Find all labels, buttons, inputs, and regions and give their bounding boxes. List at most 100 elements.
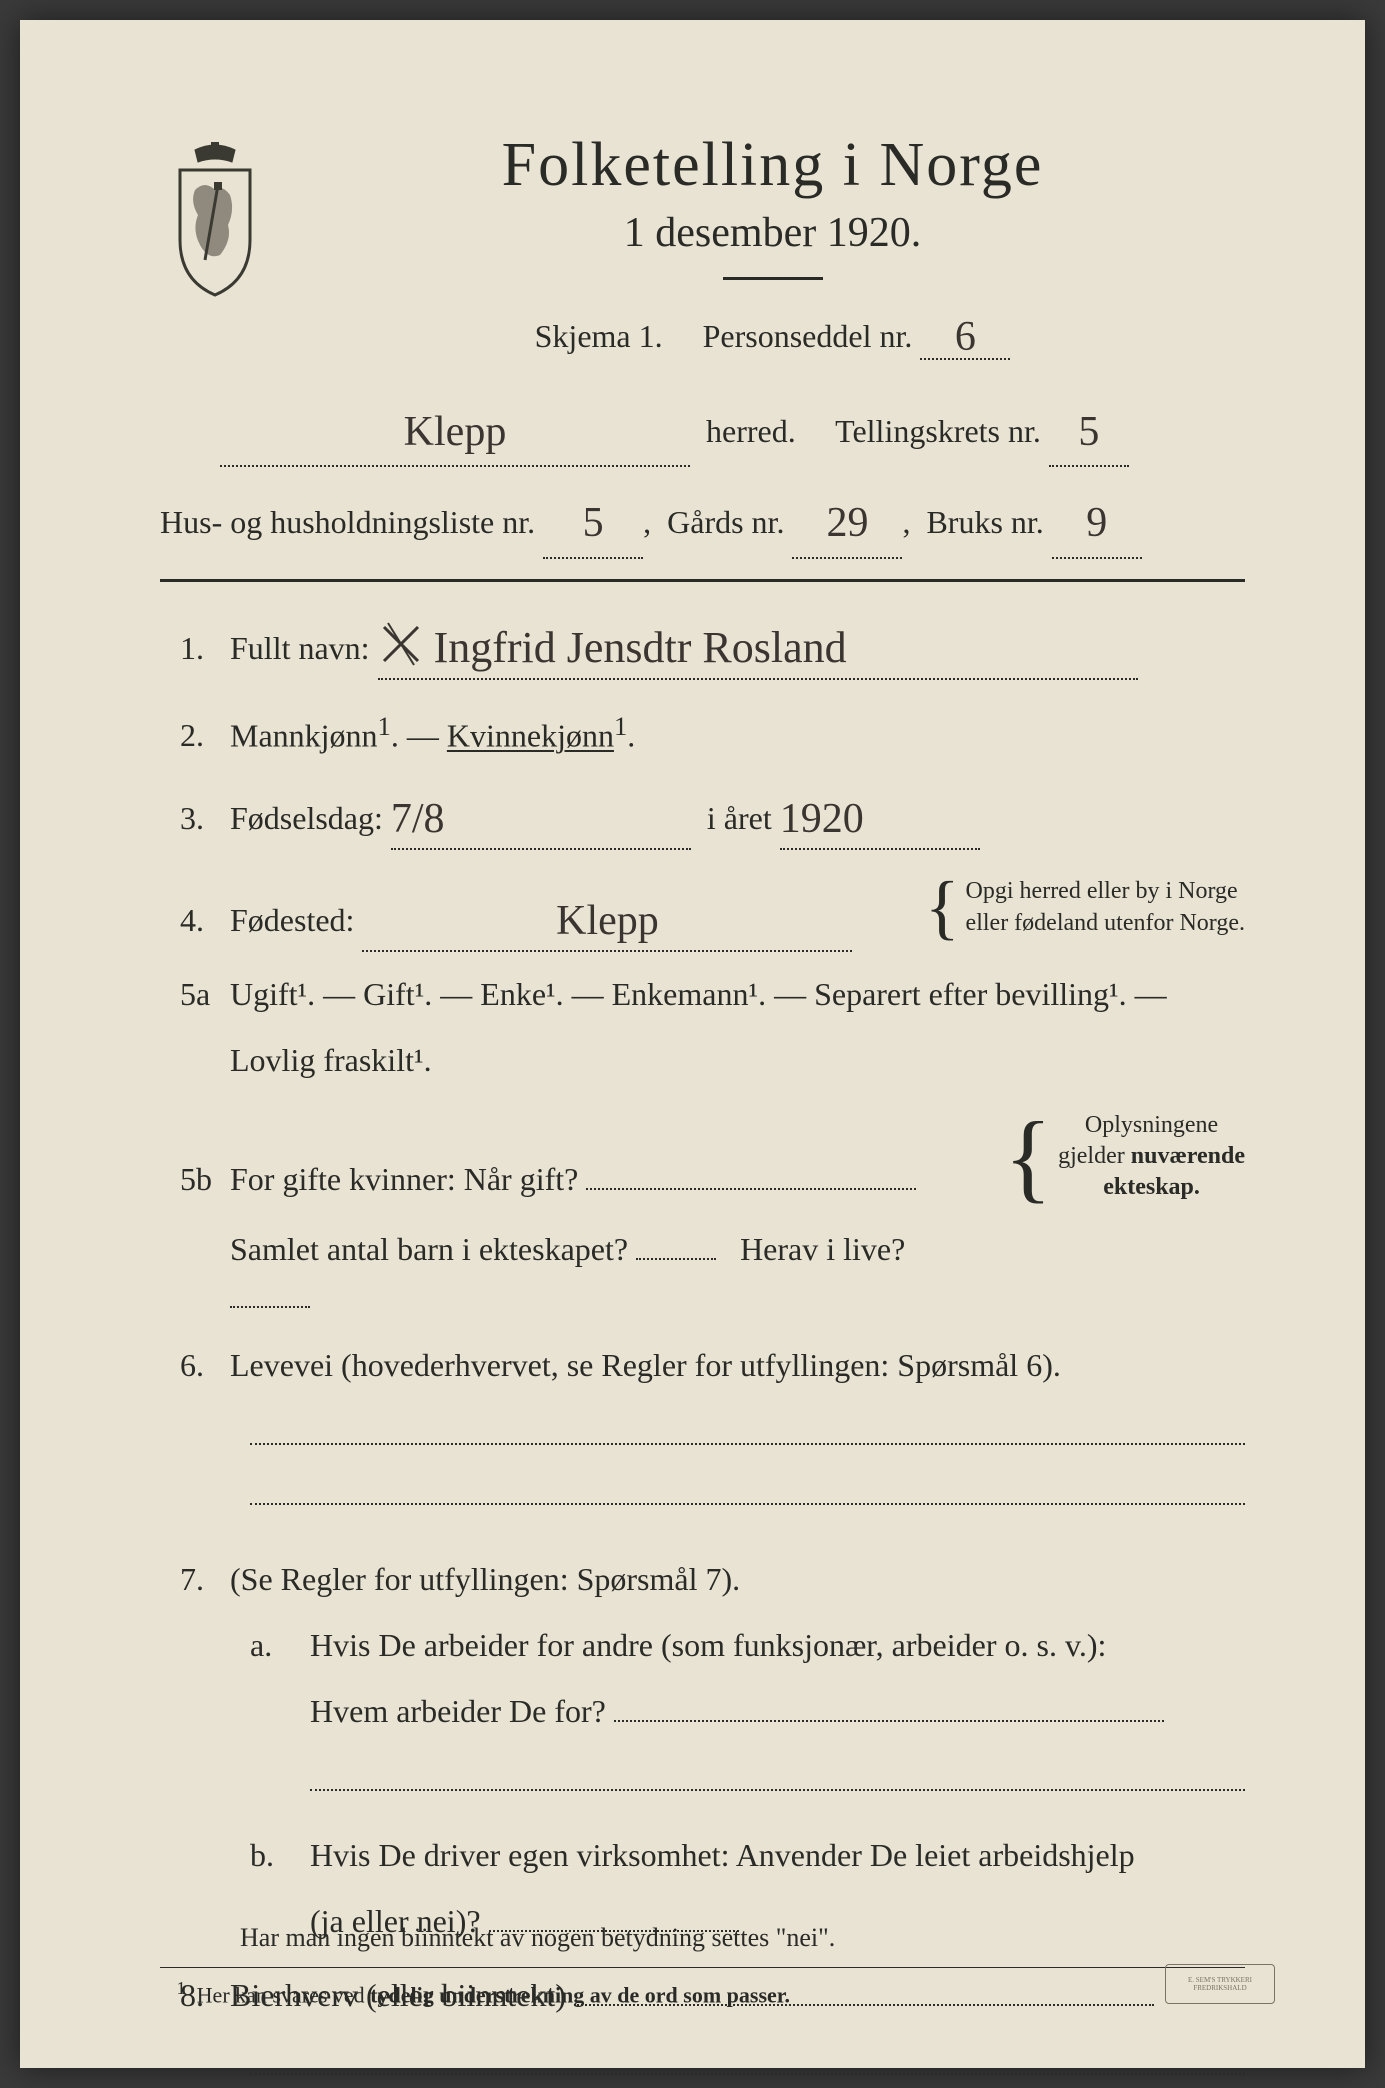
husliste-label: Hus- og husholdningsliste nr. (160, 504, 535, 540)
gards-label: Gårds nr. (667, 504, 784, 540)
q7-intro: (Se Regler for utfyllingen: Spørsmål 7). (230, 1555, 1245, 1603)
skjema-line: Skjema 1. Personseddel nr. 6 (300, 310, 1245, 360)
footnote-area: Har man ingen biinntekt av nogen betydni… (160, 1923, 1245, 2008)
bruks-nr: 9 (1086, 488, 1107, 559)
skjema-label: Skjema 1. (535, 318, 663, 354)
gards-nr: 29 (826, 488, 868, 559)
q4-field: Klepp (362, 887, 852, 952)
q3-row: 3. Fødselsdag: 7/8 i året 1920 (160, 785, 1245, 850)
coat-of-arms (160, 140, 270, 300)
subtitle: 1 desember 1920. (300, 209, 1245, 257)
q7b-row1: b. Hvis De driver egen virksomhet: Anven… (160, 1831, 1245, 1879)
form-body: 1. Fullt navn: Ingfrid Jensdtr Rosland 2 (160, 612, 1245, 2075)
q5a-options2: Lovlig fraskilt¹. (230, 1036, 1245, 1084)
bruks-label: Bruks nr. (926, 504, 1043, 540)
q7-row: 7. (Se Regler for utfyllingen: Spørsmål … (160, 1555, 1245, 1603)
q3-day-field: 7/8 (391, 785, 691, 850)
herred-value: Klepp (404, 397, 507, 468)
printer-stamp: E. SEM'S TRYKKERI FREDRIKSHALD (1165, 1964, 1275, 2004)
q6-blank1 (250, 1415, 1245, 1445)
bruks-field: 9 (1052, 485, 1142, 558)
q2-sup1: 1 (378, 711, 391, 741)
q3-year-field: 1920 (780, 785, 980, 850)
tellingskrets-nr: 5 (1078, 397, 1099, 468)
husliste-line: Hus- og husholdningsliste nr. 5 , Gårds … (160, 485, 1245, 558)
q7a-text2: Hvem arbeider De for? (310, 1693, 606, 1729)
q4-content: Fødested: Klepp { Opgi herred eller by i… (230, 876, 1245, 952)
q7a-letter: a. (250, 1621, 310, 1669)
q6-num: 6. (160, 1341, 230, 1389)
census-form-page: Folketelling i Norge 1 desember 1920. Sk… (20, 20, 1365, 2068)
footnote1: Har man ingen biinntekt av nogen betydni… (160, 1923, 1245, 1953)
q3-num: 3. (160, 794, 230, 842)
q7b-letter: b. (250, 1831, 310, 1879)
q2-content: Mannkjønn1. — Kvinnekjønn1. (230, 706, 1245, 760)
q3-label: Fødselsdag: (230, 800, 383, 836)
q4-value: Klepp (556, 890, 659, 953)
q5b-note1: Oplysningene (1058, 1110, 1245, 1141)
q2-kvinne: Kvinnekjønn (447, 717, 614, 753)
title-divider (723, 277, 823, 280)
personseddel-nr-field: 6 (920, 310, 1010, 360)
q1-row: 1. Fullt navn: Ingfrid Jensdtr Rosland (160, 612, 1245, 680)
q2-dash: — (407, 717, 447, 753)
q3-content: Fødselsdag: 7/8 i året 1920 (230, 785, 1245, 850)
q8-blank (250, 2045, 1245, 2075)
footnote-divider (160, 1967, 1245, 1968)
q2-row: 2. Mannkjønn1. — Kvinnekjønn1. (160, 706, 1245, 760)
crest-svg (160, 140, 270, 300)
tellingskrets-field: 5 (1049, 394, 1129, 467)
herred-field: Klepp (220, 394, 690, 467)
q5b-num: 5b (160, 1155, 230, 1203)
q7a-field (614, 1720, 1164, 1722)
q7a-text1: Hvis De arbeider for andre (som funksjon… (310, 1621, 1245, 1669)
q4-row: 4. Fødested: Klepp { Opgi herred eller b… (160, 876, 1245, 952)
q1-field: Ingfrid Jensdtr Rosland (378, 612, 1138, 680)
q2-num: 2. (160, 711, 230, 759)
herred-line: Klepp herred. Tellingskrets nr. 5 (160, 394, 1245, 467)
personseddel-label: Personseddel nr. (703, 318, 913, 354)
main-divider (160, 579, 1245, 582)
main-title: Folketelling i Norge (300, 130, 1245, 201)
q2-mann: Mannkjønn (230, 717, 378, 753)
q7a-row1: a. Hvis De arbeider for andre (som funks… (160, 1621, 1245, 1669)
q5b-live-field (230, 1306, 310, 1308)
q1-value: Ingfrid Jensdtr Rosland (434, 615, 847, 681)
personseddel-nr: 6 (955, 313, 976, 361)
q3-year-label: i året (707, 800, 772, 836)
q5b-line2a: Samlet antal barn i ekteskapet? (230, 1231, 628, 1267)
footnote2: 1 Her kan svares ved tydelig understrekn… (160, 1978, 1245, 2008)
q4-num: 4. (160, 896, 230, 944)
gards-field: 29 (792, 485, 902, 558)
q5a-options: Ugift¹. — Gift¹. — Enke¹. — Enkemann¹. —… (230, 976, 1167, 1012)
q5b-row1: 5b For gifte kvinner: Når gift? Samlet a… (160, 1110, 1245, 1321)
q7a-row2: Hvem arbeider De for? (160, 1687, 1245, 1735)
q4-note1: Opgi herred eller by i Norge (966, 876, 1245, 907)
crossed-mark (378, 613, 426, 672)
q4-note2: eller fødeland utenfor Norge. (966, 908, 1245, 939)
q2-sup2: 1 (614, 711, 627, 741)
q4-label: Fødested: (230, 902, 354, 938)
q5b-gift-field (586, 1188, 916, 1190)
q3-day: 7/8 (391, 788, 445, 851)
husliste-nr: 5 (583, 488, 604, 559)
q5b-note: { Oplysningene gjelder nuværende ekteska… (1004, 1110, 1245, 1204)
q5a-row: 5a Ugift¹. — Gift¹. — Enke¹. — Enkemann¹… (160, 970, 1245, 1018)
q6-row: 6. Levevei (hovederhvervet, se Regler fo… (160, 1341, 1245, 1389)
q1-num: 1. (160, 624, 230, 672)
husliste-field: 5 (543, 485, 643, 558)
q5b-content: For gifte kvinner: Når gift? Samlet anta… (230, 1110, 1245, 1321)
q5b-note3: ekteskap. (1058, 1172, 1245, 1203)
q5b-barn-field (636, 1258, 716, 1260)
title-block: Folketelling i Norge 1 desember 1920. Sk… (300, 130, 1245, 384)
brace-icon-2: { (1004, 1127, 1052, 1187)
q5b-line2b: Herav i live? (740, 1231, 905, 1267)
q7b-text1: Hvis De driver egen virksomhet: Anvender… (310, 1831, 1245, 1879)
q5a-num: 5a (160, 970, 230, 1018)
q1-label: Fullt navn: (230, 630, 370, 666)
q7a-blank (310, 1761, 1245, 1791)
q4-note: { Opgi herred eller by i Norge eller fød… (925, 876, 1245, 938)
header: Folketelling i Norge 1 desember 1920. Sk… (160, 130, 1245, 384)
tellingskrets-label: Tellingskrets nr. (835, 413, 1041, 449)
q3-year: 1920 (780, 788, 864, 851)
